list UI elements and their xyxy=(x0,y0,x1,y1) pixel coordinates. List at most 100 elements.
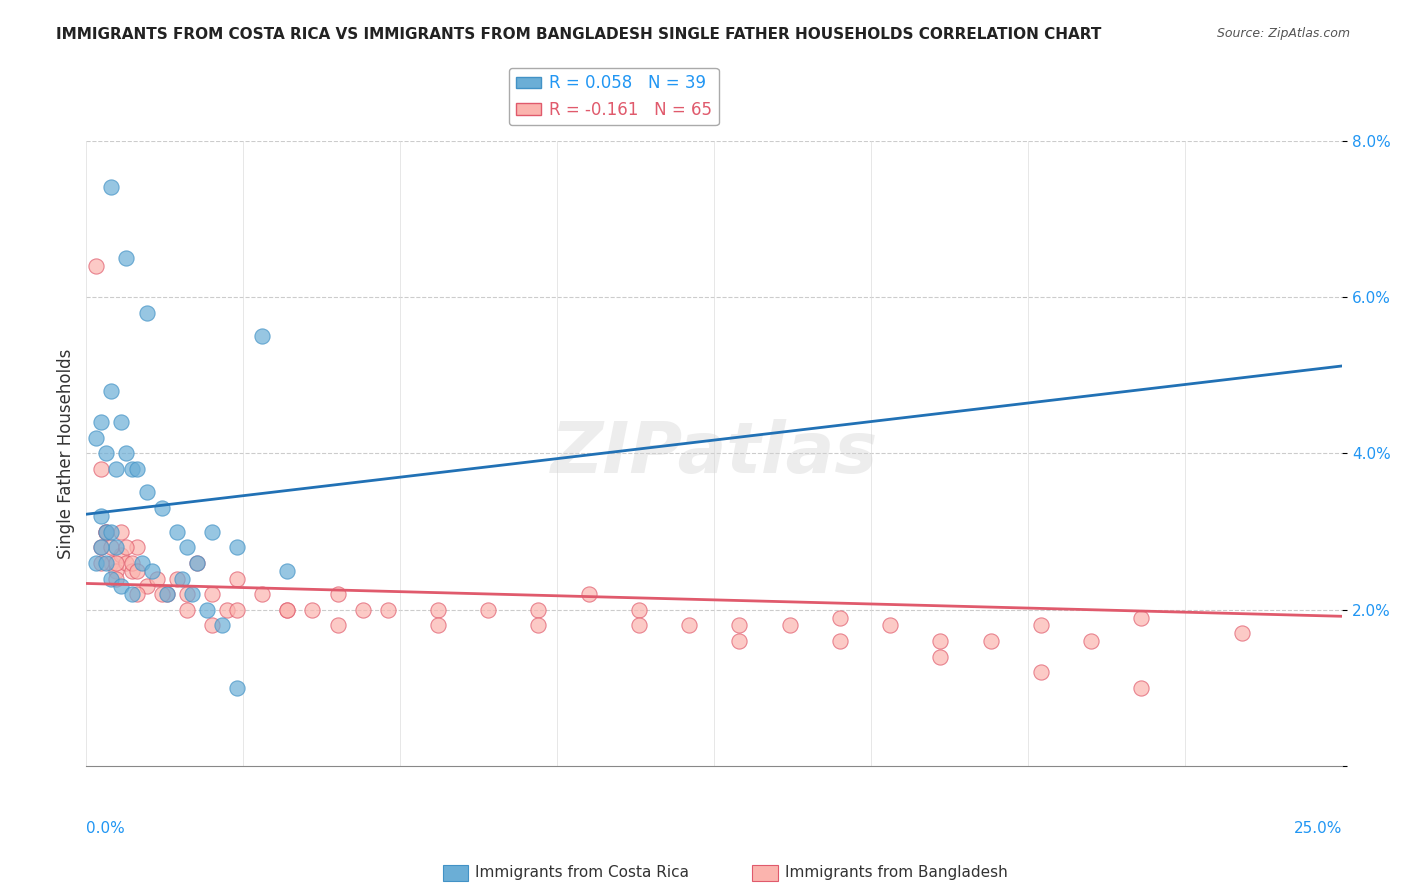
Point xyxy=(226,681,249,695)
Point xyxy=(301,603,323,617)
Point xyxy=(141,564,163,578)
Text: IMMIGRANTS FROM COSTA RICA VS IMMIGRANTS FROM BANGLADESH SINGLE FATHER HOUSEHOLD: IMMIGRANTS FROM COSTA RICA VS IMMIGRANTS… xyxy=(56,27,1102,42)
Point xyxy=(105,462,128,476)
Point xyxy=(828,610,851,624)
Point xyxy=(110,524,132,539)
Point xyxy=(929,634,952,648)
Point xyxy=(135,305,157,319)
Point xyxy=(627,603,650,617)
Point xyxy=(1080,634,1102,648)
Point xyxy=(105,564,128,578)
Point xyxy=(115,446,138,460)
Point xyxy=(121,462,143,476)
Point xyxy=(90,556,112,570)
Point xyxy=(477,603,499,617)
Legend: R = 0.058   N = 39, R = -0.161   N = 65: R = 0.058 N = 39, R = -0.161 N = 65 xyxy=(509,68,718,125)
Point xyxy=(131,556,153,570)
Point xyxy=(121,564,143,578)
Point xyxy=(100,556,122,570)
Point xyxy=(105,556,128,570)
Point xyxy=(105,572,128,586)
Point xyxy=(110,415,132,429)
Point xyxy=(527,603,550,617)
Point xyxy=(100,180,122,194)
Point xyxy=(578,587,600,601)
Point xyxy=(176,603,198,617)
Point xyxy=(779,618,801,632)
Point xyxy=(226,603,249,617)
Point xyxy=(1230,626,1253,640)
Point xyxy=(96,524,118,539)
Point xyxy=(276,603,298,617)
Point xyxy=(326,587,349,601)
Text: ZIPatlas: ZIPatlas xyxy=(551,419,877,488)
Point xyxy=(96,524,118,539)
Point xyxy=(201,524,224,539)
Point xyxy=(90,415,112,429)
Point xyxy=(215,603,238,617)
Point xyxy=(135,485,157,500)
Point xyxy=(527,618,550,632)
Point xyxy=(100,384,122,398)
Point xyxy=(879,618,901,632)
Point xyxy=(352,603,374,617)
Point xyxy=(678,618,700,632)
Point xyxy=(276,603,298,617)
Point xyxy=(105,540,128,554)
Point xyxy=(100,540,122,554)
Point xyxy=(96,524,118,539)
Point xyxy=(250,329,273,343)
Point xyxy=(427,618,450,632)
Point xyxy=(100,524,122,539)
Point xyxy=(1029,665,1052,680)
Point xyxy=(90,540,112,554)
Text: 0.0%: 0.0% xyxy=(86,821,125,836)
Point xyxy=(115,540,138,554)
Point xyxy=(201,587,224,601)
Point xyxy=(110,548,132,562)
Point xyxy=(115,251,138,265)
Point xyxy=(180,587,202,601)
Point xyxy=(125,540,148,554)
Point xyxy=(980,634,1002,648)
Point xyxy=(90,540,112,554)
Point xyxy=(176,540,198,554)
Point xyxy=(201,618,224,632)
Point xyxy=(125,462,148,476)
Point xyxy=(186,556,208,570)
Point xyxy=(86,259,108,273)
Point xyxy=(828,634,851,648)
Point xyxy=(90,508,112,523)
Text: Source: ZipAtlas.com: Source: ZipAtlas.com xyxy=(1216,27,1350,40)
Point xyxy=(211,618,233,632)
Y-axis label: Single Father Households: Single Father Households xyxy=(58,348,75,558)
Point xyxy=(427,603,450,617)
Point xyxy=(728,618,751,632)
Point xyxy=(627,618,650,632)
Point xyxy=(1130,610,1153,624)
Point xyxy=(1029,618,1052,632)
Point xyxy=(276,564,298,578)
Point xyxy=(110,579,132,593)
Point xyxy=(226,572,249,586)
Point xyxy=(86,556,108,570)
Point xyxy=(121,556,143,570)
Point xyxy=(176,587,198,601)
Point xyxy=(96,446,118,460)
Point xyxy=(121,587,143,601)
Point xyxy=(226,540,249,554)
Point xyxy=(195,603,218,617)
Point xyxy=(377,603,399,617)
Point xyxy=(125,564,148,578)
Point xyxy=(326,618,349,632)
Point xyxy=(1130,681,1153,695)
Point xyxy=(135,579,157,593)
Point xyxy=(145,572,167,586)
Point xyxy=(115,556,138,570)
Point xyxy=(156,587,179,601)
Point xyxy=(728,634,751,648)
Point xyxy=(150,501,173,516)
Point xyxy=(156,587,179,601)
Text: Immigrants from Bangladesh: Immigrants from Bangladesh xyxy=(785,865,1007,880)
Text: Immigrants from Costa Rica: Immigrants from Costa Rica xyxy=(475,865,689,880)
